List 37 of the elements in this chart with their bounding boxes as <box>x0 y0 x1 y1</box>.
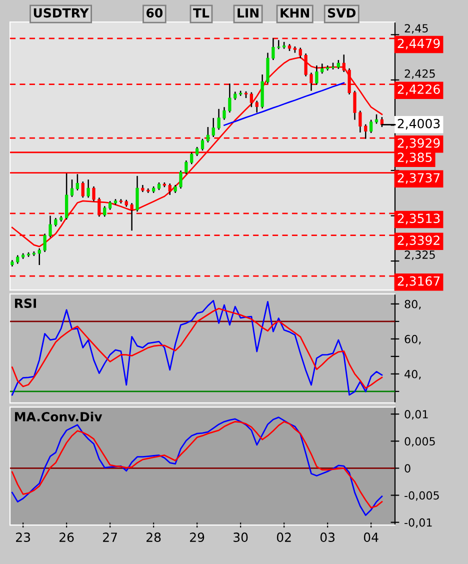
x-tick-label: 23 <box>16 532 30 542</box>
ref-line-label: 2,385 <box>398 152 432 164</box>
x-tick-label: 30 <box>234 532 248 542</box>
x-tick-label: 28 <box>146 532 161 542</box>
ref-line-label: 2,4479 <box>398 38 440 50</box>
y-tick-label: 0,01 <box>404 410 428 420</box>
chart-title: USDTRY <box>34 8 89 18</box>
x-tick-label: 27 <box>103 532 117 542</box>
chart-title: RSI <box>15 298 36 308</box>
y-tick-label: 40, <box>404 370 421 380</box>
text: TL <box>193 8 210 18</box>
y-tick-label: 2,325 <box>404 250 435 260</box>
ref-line-label: 2,3167 <box>398 276 440 288</box>
chart-title: MA.Conv.Div <box>15 412 102 422</box>
y-tick-label: 2,45 <box>404 24 428 34</box>
y-tick-label: -0,01 <box>404 518 432 528</box>
ref-line-label: 2,4226 <box>398 84 440 96</box>
x-tick-label: 29 <box>190 532 204 542</box>
x-tick-label: 26 <box>60 532 74 542</box>
ref-line-label: 2,3737 <box>398 173 440 184</box>
ref-line-label: 2,3929 <box>398 138 440 150</box>
y-tick-label: 0,005 <box>404 437 435 447</box>
y-tick-label: 60, <box>404 334 421 344</box>
ref-line-label: 2,3392 <box>398 236 440 246</box>
y-tick-label: 0 <box>404 464 410 473</box>
text: 2,4003 <box>398 118 440 130</box>
text: SVD <box>328 8 356 18</box>
x-tick-label: 03 <box>320 532 335 542</box>
y-tick-label: 80, <box>404 300 421 310</box>
y-tick-label: 2,425 <box>404 69 435 79</box>
x-tick-label: 02 <box>276 532 291 542</box>
ref-line-label: 2,3513 <box>398 214 440 224</box>
text: KHN <box>280 8 309 18</box>
x-tick-label: 04 <box>364 532 378 542</box>
text: LIN <box>238 8 258 18</box>
y-tick-label: -0,005 <box>404 491 439 501</box>
text: 60 <box>146 8 163 18</box>
